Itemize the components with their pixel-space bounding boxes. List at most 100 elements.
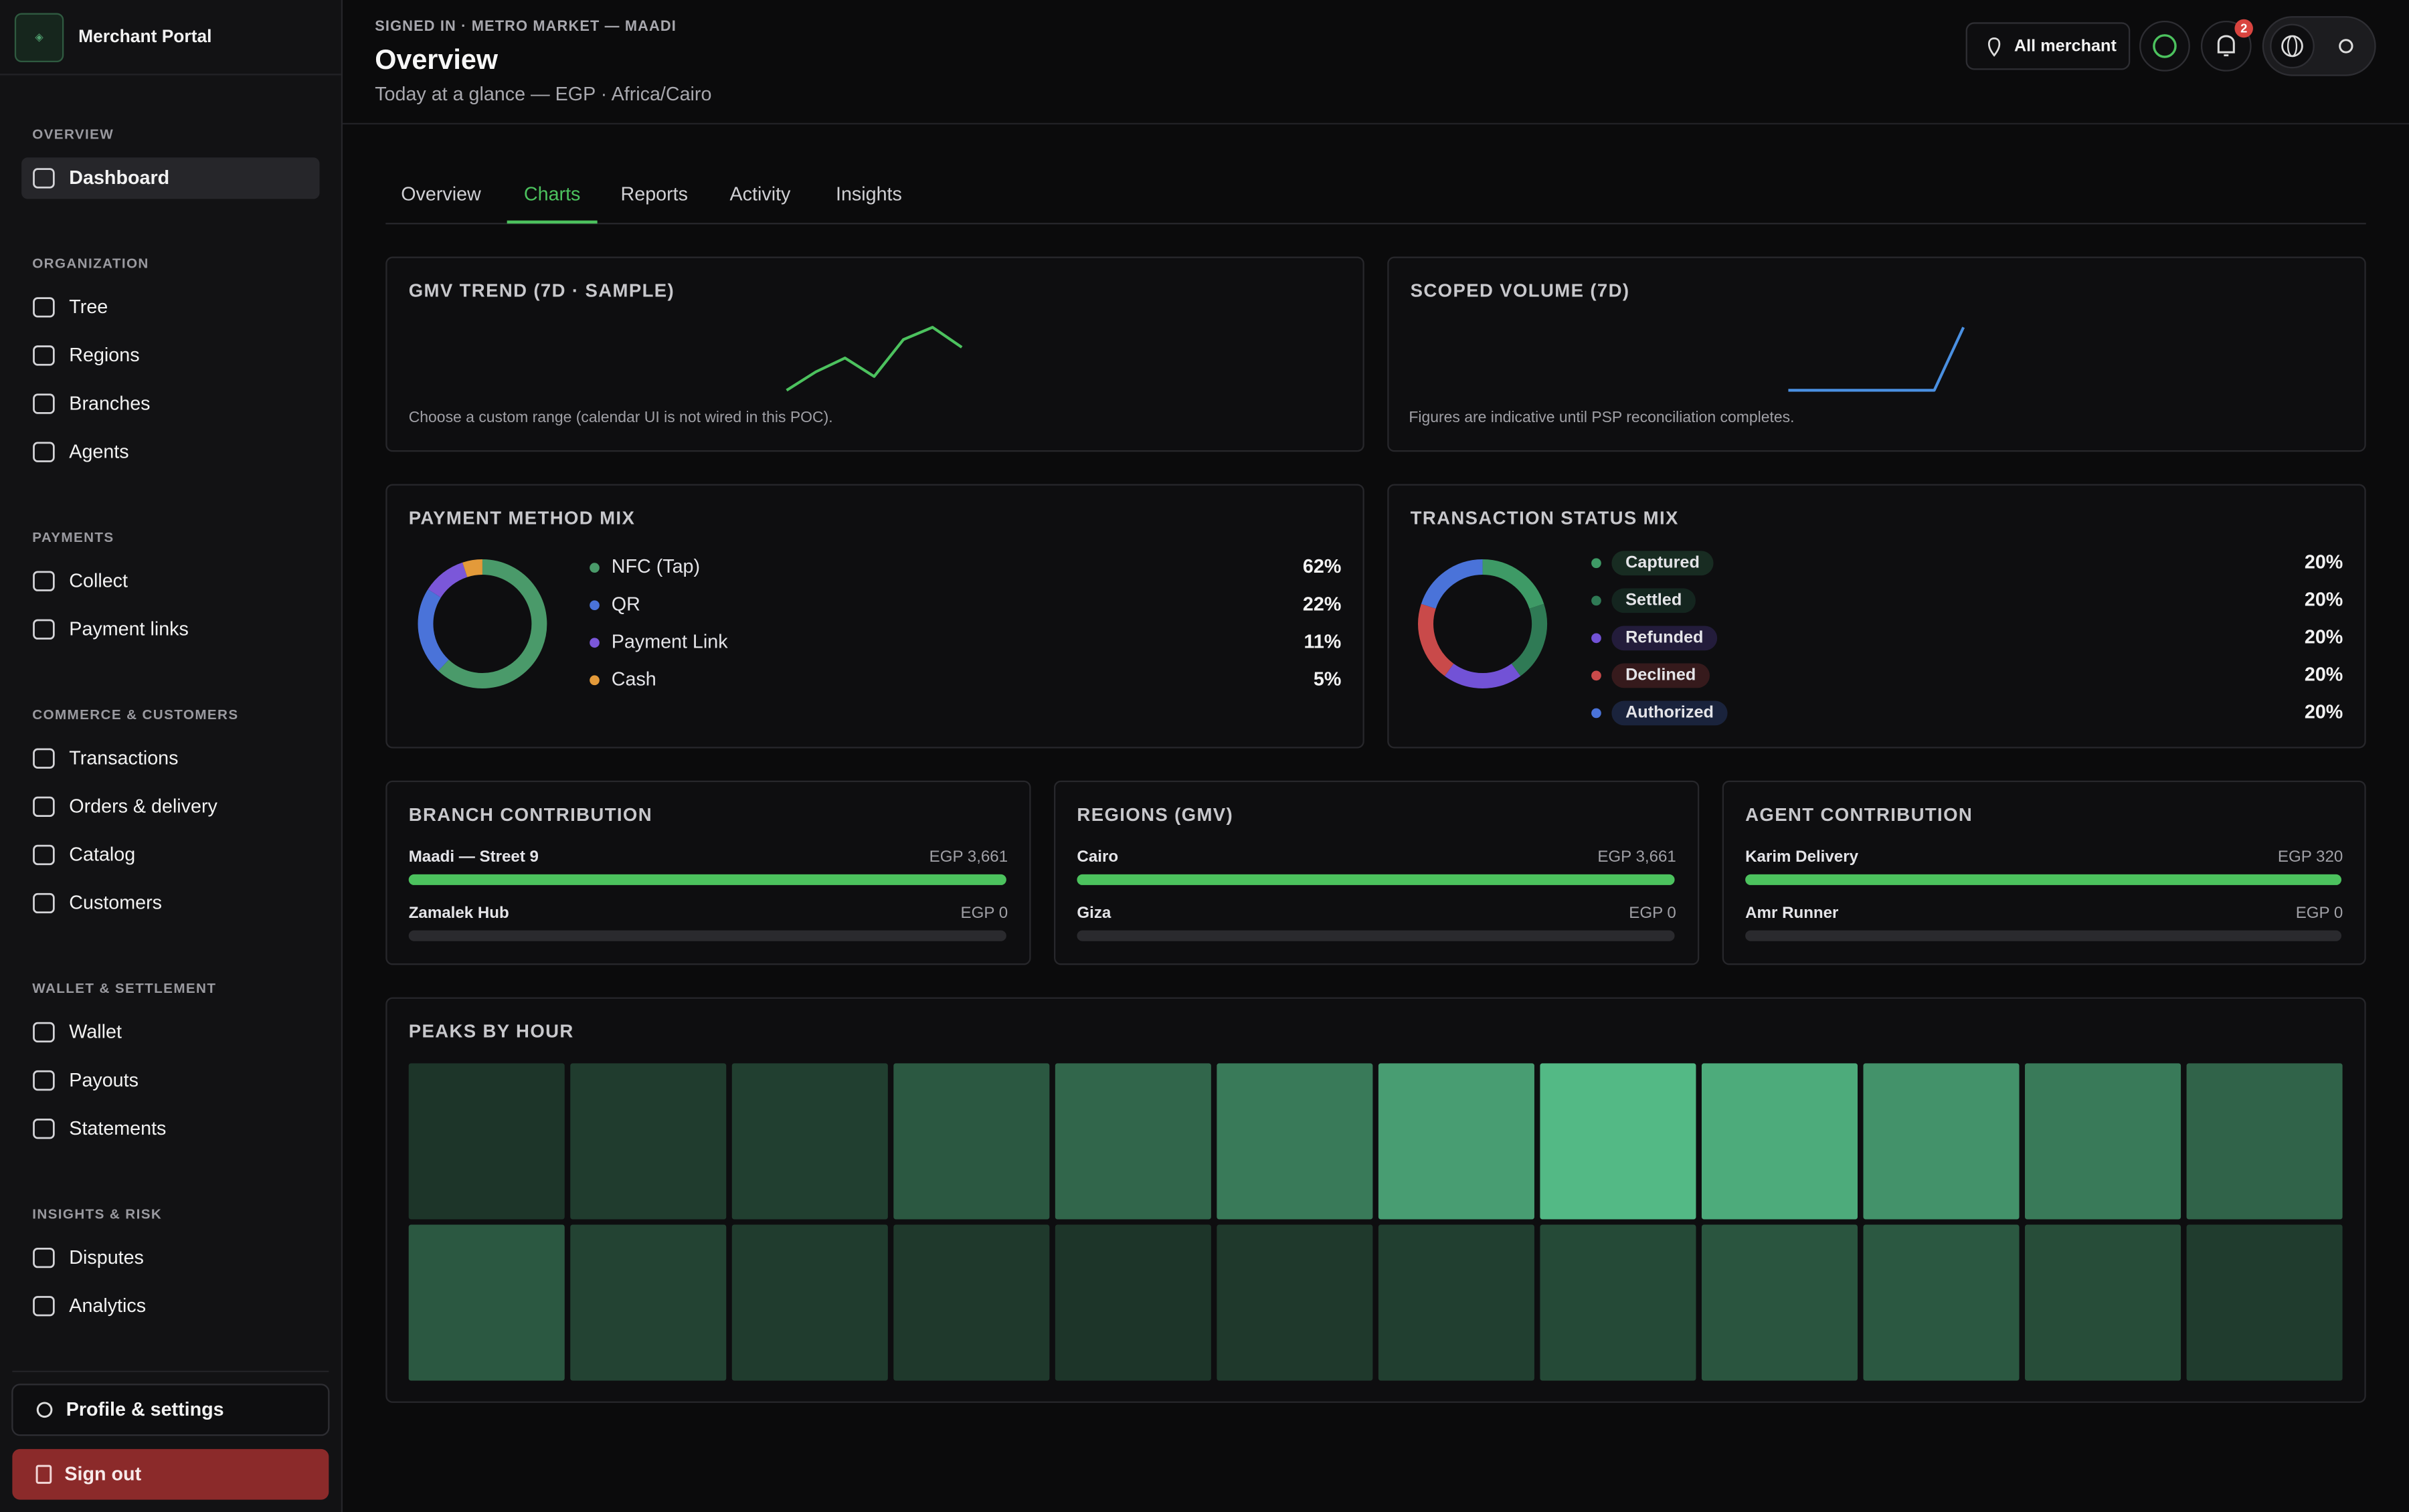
nfc-icon xyxy=(2153,34,2177,58)
nav-item[interactable]: Payouts xyxy=(69,1070,139,1091)
heat-cell xyxy=(893,1224,1050,1381)
nav-section-title: COMMERCE & CUSTOMERS xyxy=(32,707,238,723)
donut-slice xyxy=(1511,603,1547,676)
nav-section-title: ORGANIZATION xyxy=(32,256,149,271)
donut-slice xyxy=(428,562,468,598)
sparkline xyxy=(786,326,963,392)
card-title: BRANCH CONTRIBUTION xyxy=(409,804,652,825)
tab[interactable]: Charts xyxy=(524,183,580,205)
nav-item[interactable]: Customers xyxy=(69,892,162,914)
status-pill xyxy=(1611,551,1714,576)
donut-slice xyxy=(1418,603,1454,676)
brand-name: Merchant Portal xyxy=(78,26,211,46)
bar xyxy=(408,874,1006,885)
nav-item[interactable]: Collect xyxy=(69,570,128,591)
nav-item[interactable]: Catalog xyxy=(69,844,135,866)
profile-button[interactable] xyxy=(11,1384,330,1436)
nav-icon xyxy=(33,571,55,591)
bar-track xyxy=(1745,930,2341,941)
nav-icon xyxy=(33,1296,55,1317)
nav-item[interactable]: Analytics xyxy=(69,1295,146,1317)
heat-cell xyxy=(2025,1063,2181,1220)
bar-track xyxy=(1077,930,1675,941)
value-label: 5% xyxy=(1314,668,1341,690)
globe-meridian xyxy=(2287,35,2298,57)
nav-icon xyxy=(33,1119,55,1139)
brand-logo xyxy=(14,13,64,63)
donut-slice xyxy=(462,559,483,577)
heat-cell xyxy=(1217,1224,1373,1381)
nav-item[interactable]: Orders & delivery xyxy=(69,796,217,818)
status-pill xyxy=(1611,588,1696,613)
sparkline xyxy=(1788,326,1965,392)
nav-item[interactable]: Statements xyxy=(69,1118,166,1139)
language-button[interactable] xyxy=(2270,23,2315,69)
nav-icon xyxy=(33,892,55,914)
card-title: TRANSACTION STATUS MIX xyxy=(1411,508,1679,529)
sign-out-button[interactable] xyxy=(12,1448,329,1500)
theme-icon[interactable] xyxy=(2339,39,2353,54)
notification-badge xyxy=(2234,19,2253,38)
tab[interactable]: Insights xyxy=(836,183,902,205)
nav-icon xyxy=(33,619,55,640)
nav-icon xyxy=(33,844,55,866)
nav-section-title: PAYMENTS xyxy=(32,530,114,545)
nav-item[interactable]: Dashboard xyxy=(69,167,169,189)
sign-out-label[interactable]: Sign out xyxy=(64,1463,141,1485)
card xyxy=(1387,484,2366,749)
heat-cell xyxy=(1378,1224,1534,1381)
sign-out-icon xyxy=(35,1464,52,1484)
legend-dot xyxy=(1591,595,1601,606)
value-label: EGP 0 xyxy=(1629,904,1676,922)
nav-item[interactable]: Tree xyxy=(69,296,108,318)
nav-icon xyxy=(33,1022,55,1043)
nav-item[interactable]: Regions xyxy=(69,345,139,366)
value-label: 20% xyxy=(2305,589,2343,610)
profile-label[interactable]: Profile & settings xyxy=(66,1399,224,1420)
nav-item[interactable]: Transactions xyxy=(69,747,178,769)
heat-cell xyxy=(570,1224,727,1381)
tab[interactable]: Activity xyxy=(730,183,791,205)
nav-item[interactable]: Wallet xyxy=(69,1022,122,1043)
card-title: PEAKS BY HOUR xyxy=(409,1021,574,1042)
nav-item[interactable]: Disputes xyxy=(69,1247,144,1268)
legend-label: Cash xyxy=(612,668,656,690)
sidebar xyxy=(0,0,341,1512)
legend-label: Settled xyxy=(1625,590,1682,609)
legend-label: Authorized xyxy=(1625,703,1714,722)
heat-cell xyxy=(2186,1224,2343,1381)
nav-icon xyxy=(33,748,55,769)
nav-item[interactable]: Payment links xyxy=(69,618,189,640)
scope-button[interactable] xyxy=(1965,22,2131,70)
scope-label[interactable]: All merchant xyxy=(2014,37,2117,56)
value-label: EGP 3,661 xyxy=(1597,848,1676,866)
nav-section-title: INSIGHTS & RISK xyxy=(32,1206,162,1222)
heat-cell xyxy=(1701,1063,1858,1220)
bar xyxy=(1077,874,1675,885)
bar-label: Cairo xyxy=(1077,848,1118,866)
tab[interactable]: Overview xyxy=(401,183,481,205)
card-title: PAYMENT METHOD MIX xyxy=(409,508,636,529)
tab[interactable]: Reports xyxy=(621,183,688,205)
nav-icon xyxy=(33,168,55,189)
legend-dot xyxy=(1591,670,1601,681)
card xyxy=(385,484,1364,749)
heat-cell xyxy=(1217,1063,1373,1220)
nfc-button[interactable] xyxy=(2139,21,2190,72)
header-title: Overview xyxy=(375,44,499,75)
nav-icon xyxy=(33,442,55,462)
nav-item[interactable]: Branches xyxy=(69,393,150,414)
card xyxy=(1054,780,1700,965)
bar-label: Giza xyxy=(1077,904,1111,922)
legend-label: Refunded xyxy=(1625,628,1703,647)
heat-cell xyxy=(1863,1224,2020,1381)
nav-item[interactable]: Agents xyxy=(69,441,128,462)
nav-icon xyxy=(33,1070,55,1091)
legend-label: Payment Link xyxy=(612,631,728,652)
heat-cell xyxy=(1540,1063,1696,1220)
header-eyebrow: SIGNED IN · METRO MARKET — MAADI xyxy=(375,17,677,34)
nav-icon xyxy=(33,1247,55,1268)
heat-cell xyxy=(2186,1063,2343,1220)
heat-cell xyxy=(2025,1224,2181,1381)
